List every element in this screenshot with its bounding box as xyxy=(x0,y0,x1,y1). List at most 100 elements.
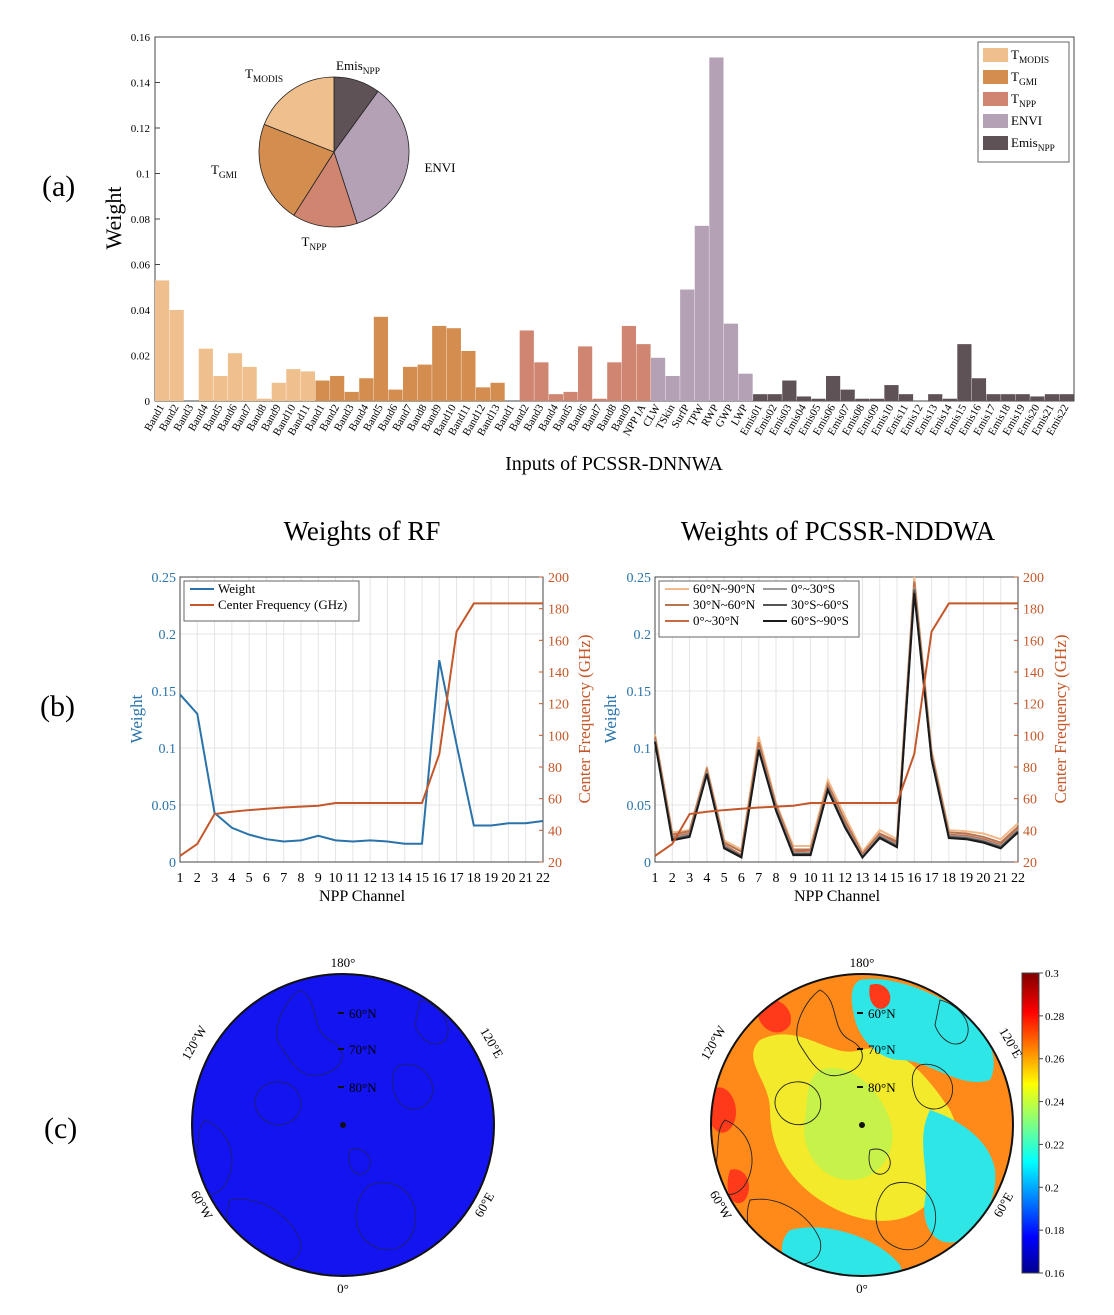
chart-a-bar xyxy=(753,394,768,401)
chart-a-legend-entry: EmisNPP xyxy=(1011,135,1055,154)
chart-a-bars xyxy=(155,57,1074,401)
b2-x-tick-label: 14 xyxy=(873,871,887,886)
b1-x-tick-label: 6 xyxy=(263,871,270,886)
colorbar-tick-label: 0.18 xyxy=(1045,1225,1065,1237)
chart-a-bar xyxy=(315,380,330,401)
b1-x-tick-label: 14 xyxy=(398,871,412,886)
colorbar-tick-label: 0.28 xyxy=(1045,1011,1065,1023)
chart-a-legend-swatch xyxy=(983,136,1008,150)
b1-y2-tick-label: 100 xyxy=(548,729,569,744)
b1-y2-tick-label: 120 xyxy=(548,698,569,713)
chart-a-pie-slice xyxy=(258,123,335,216)
chart-a-legend-swatch xyxy=(983,48,1008,62)
chart-a-bar xyxy=(490,382,505,401)
chart-b1-axes: 1 2 3 4 5 6 7 8 9 10 11 12 13 14 15 16 17 18 19 20 21 2200.05… xyxy=(152,571,570,886)
b1-x-tick-label: 5 xyxy=(246,871,253,886)
chart-a-legend-swatch xyxy=(983,114,1008,128)
panel-label-b: (b) xyxy=(40,690,75,723)
chart-a-pie-label: TNPP xyxy=(301,234,326,253)
b1-series-line xyxy=(179,602,543,857)
b1-y2-tick-label: 60 xyxy=(548,793,562,808)
b1-series-line xyxy=(179,660,544,845)
b1-y2-tick-label: 80 xyxy=(548,761,562,776)
b2-y-tick-label: 0.05 xyxy=(627,799,652,814)
chart-b1-y-axis-label: Weight xyxy=(127,694,146,743)
b2-x-tick-label: 3 xyxy=(686,871,693,886)
b1-x-tick-label: 2 xyxy=(194,871,201,886)
b1-legend-entry: Center Frequency (GHz) xyxy=(218,597,347,612)
b2-y2-tick-label: 60 xyxy=(1023,793,1037,808)
b2-y2-tick-label: 180 xyxy=(1023,603,1044,618)
b2-y-tick-label: 0.15 xyxy=(627,685,652,700)
b1-x-tick-label: 8 xyxy=(298,871,305,886)
chart-b1-y2-axis-label: Center Frequency (GHz) xyxy=(575,635,594,804)
b2-x-tick-label: 1 xyxy=(652,871,659,886)
chart-b2-y-axis-label: Weight xyxy=(601,694,620,743)
chart-a-pie-label: TGMI xyxy=(211,162,237,181)
chart-a-y-tick-label: 0.14 xyxy=(131,78,151,90)
b1-y-tick-label: 0.15 xyxy=(152,685,177,700)
colorbar-tick-label: 0.3 xyxy=(1045,968,1059,980)
b1-x-tick-label: 22 xyxy=(536,871,550,886)
b1-y2-tick-label: 20 xyxy=(548,856,562,871)
chart-b2-plot-frame xyxy=(654,576,1019,863)
b1-x-tick-label: 3 xyxy=(211,871,218,886)
chart-a-bar xyxy=(1015,394,1030,401)
chart-a-bar xyxy=(971,378,987,401)
b2-x-tick-label: 17 xyxy=(925,871,939,886)
chart-a-bar xyxy=(359,378,374,401)
chart-a-bar xyxy=(782,380,797,401)
b2-y-tick-label: 0 xyxy=(644,856,651,871)
b1-x-tick-label: 21 xyxy=(519,871,533,886)
chart-a-bar xyxy=(475,387,491,401)
chart-a-bar xyxy=(373,316,388,401)
b1-x-tick-label: 15 xyxy=(415,871,429,886)
chart-a-bar xyxy=(344,391,359,401)
colorbar-ticks: 0.3 0.28 0.26 0.24 0.22 0.2 0.18 0.16 xyxy=(1039,968,1065,1280)
panel-label-a: (a) xyxy=(42,170,75,203)
b1-y-tick-label: 0.1 xyxy=(159,742,177,757)
chart-b2-axes: 1 2 3 4 5 6 7 8 9 10 11 12 13 14 15 16 17 18 19 20 21 2200.05… xyxy=(627,571,1045,886)
b2-x-tick-label: 12 xyxy=(838,871,852,886)
chart-a-y-axis: 0 0.02 0.04 0.06 0.08 0.1 0.12 0.14 0.16 xyxy=(131,32,160,408)
c1-lat-label: 80°N xyxy=(349,1080,377,1095)
b1-y2-tick-label: 200 xyxy=(548,571,569,586)
c1-lat-label: 60°N xyxy=(349,1006,377,1021)
chart-a-bar xyxy=(155,280,170,401)
chart-a-pie-label: ENVI xyxy=(424,160,455,175)
chart-a-bar xyxy=(855,398,870,401)
b2-legend-entry: 60°S~90°S xyxy=(791,613,849,628)
b2-y2-tick-label: 200 xyxy=(1023,571,1044,586)
c1-lon-label: 120°E xyxy=(477,1025,506,1061)
chart-b1-plot-frame xyxy=(179,576,544,863)
chart-a-legend-swatch xyxy=(983,70,1008,84)
b1-x-tick-label: 9 xyxy=(315,871,322,886)
b2-x-tick-label: 2 xyxy=(669,871,676,886)
b1-x-tick-label: 7 xyxy=(280,871,287,886)
chart-a-legend-entry: TGMI xyxy=(1011,69,1037,88)
chart-a-bar xyxy=(840,389,855,401)
b1-x-tick-label: 19 xyxy=(484,871,498,886)
chart-a-bar xyxy=(986,394,1001,401)
b1-x-tick-label: 18 xyxy=(467,871,481,886)
b2-x-tick-label: 9 xyxy=(790,871,797,886)
b1-legend-box xyxy=(183,580,360,622)
map-c2-colorbar: 0.3 0.28 0.26 0.24 0.22 0.2 0.18 0.16 xyxy=(1021,968,1065,1280)
chart-a-bar xyxy=(271,382,286,401)
b1-y2-tick-label: 160 xyxy=(548,634,569,649)
b1-x-tick-label: 1 xyxy=(177,871,184,886)
chart-a-bar xyxy=(578,346,593,401)
b2-x-tick-label: 11 xyxy=(821,871,834,886)
b2-y-tick-label: 0.1 xyxy=(634,742,652,757)
map-c2-disc-outline xyxy=(710,973,1014,1277)
b2-x-tick-label: 20 xyxy=(976,871,990,886)
chart-a-bar xyxy=(607,362,622,401)
b1-legend-entry: Weight xyxy=(218,581,256,596)
b1-x-tick-label: 11 xyxy=(346,871,359,886)
b2-series-line xyxy=(654,602,1018,857)
chart-a-legend-entry: TMODIS xyxy=(1011,47,1049,66)
chart-b1-x-axis-label: NPP Channel xyxy=(319,888,406,905)
chart-a-bar xyxy=(548,394,564,401)
b1-y-tick-label: 0 xyxy=(169,856,176,871)
c2-lon-label: 120°W xyxy=(697,1022,729,1062)
